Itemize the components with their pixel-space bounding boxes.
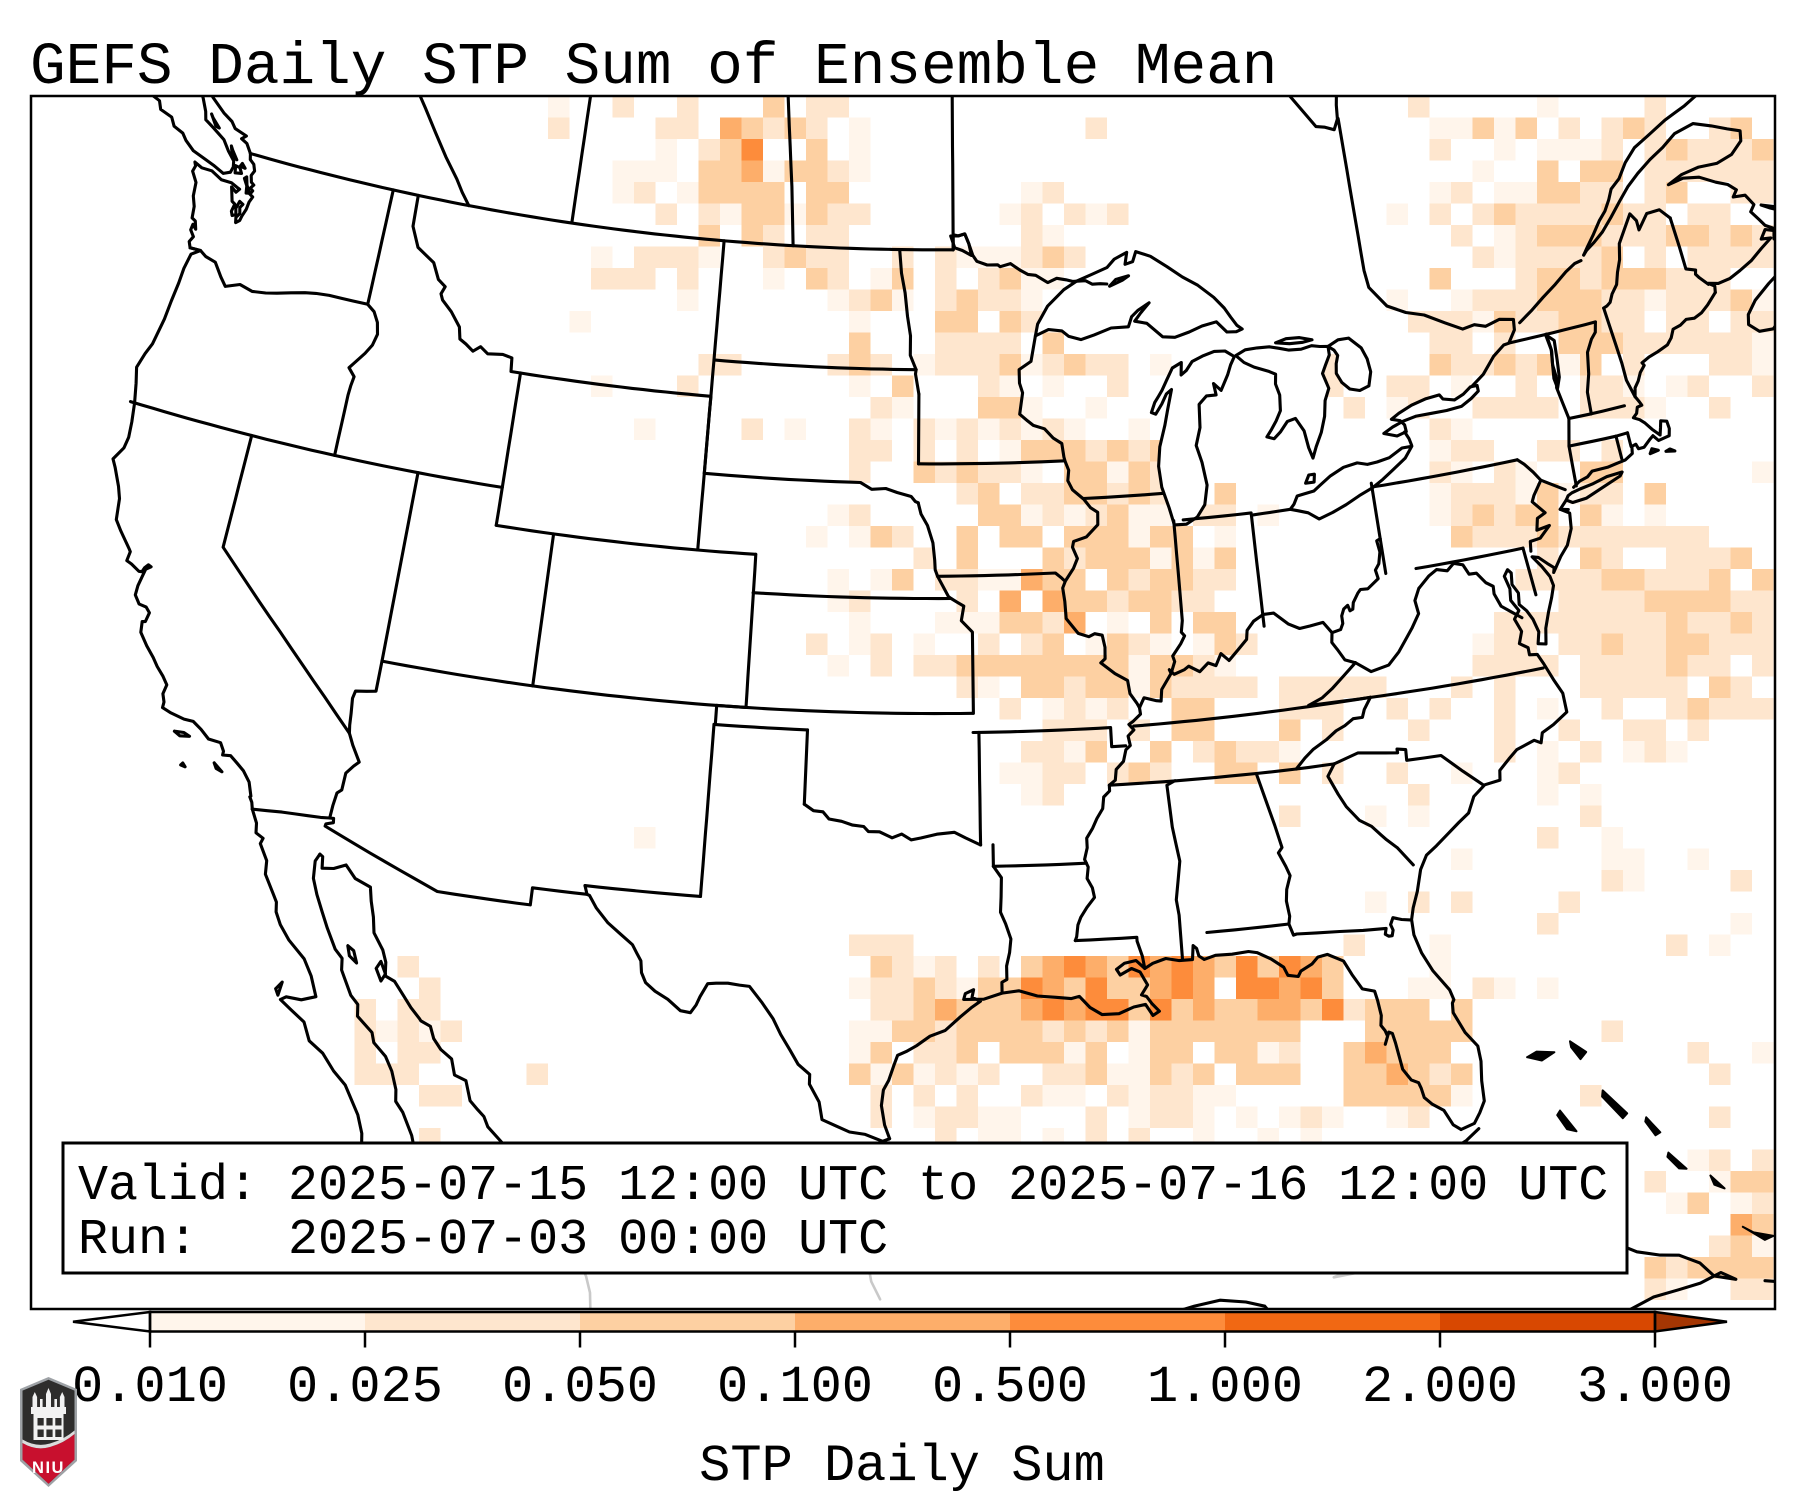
svg-text:0.100: 0.100 (717, 1358, 873, 1417)
svg-text:GEFS Daily STP Sum of Ensemble: GEFS Daily STP Sum of Ensemble Mean (30, 34, 1277, 101)
svg-text:NIU: NIU (32, 1459, 65, 1477)
svg-text:2.000: 2.000 (1362, 1358, 1518, 1417)
svg-text:0.050: 0.050 (502, 1358, 658, 1417)
svg-text:Valid: 2025-07-15 12:00 UTC to: Valid: 2025-07-15 12:00 UTC to 2025-07-1… (78, 1158, 1608, 1215)
svg-text:0.025: 0.025 (287, 1358, 443, 1417)
svg-text:0.010: 0.010 (72, 1358, 228, 1417)
svg-text:1.000: 1.000 (1147, 1358, 1303, 1417)
svg-text:STP Daily Sum: STP Daily Sum (699, 1437, 1105, 1496)
svg-text:3.000: 3.000 (1577, 1358, 1733, 1417)
svg-text:0.500: 0.500 (932, 1358, 1088, 1417)
svg-text:Run: 2025-07-03 00:00 UTC: Run: 2025-07-03 00:00 UTC (78, 1212, 888, 1269)
